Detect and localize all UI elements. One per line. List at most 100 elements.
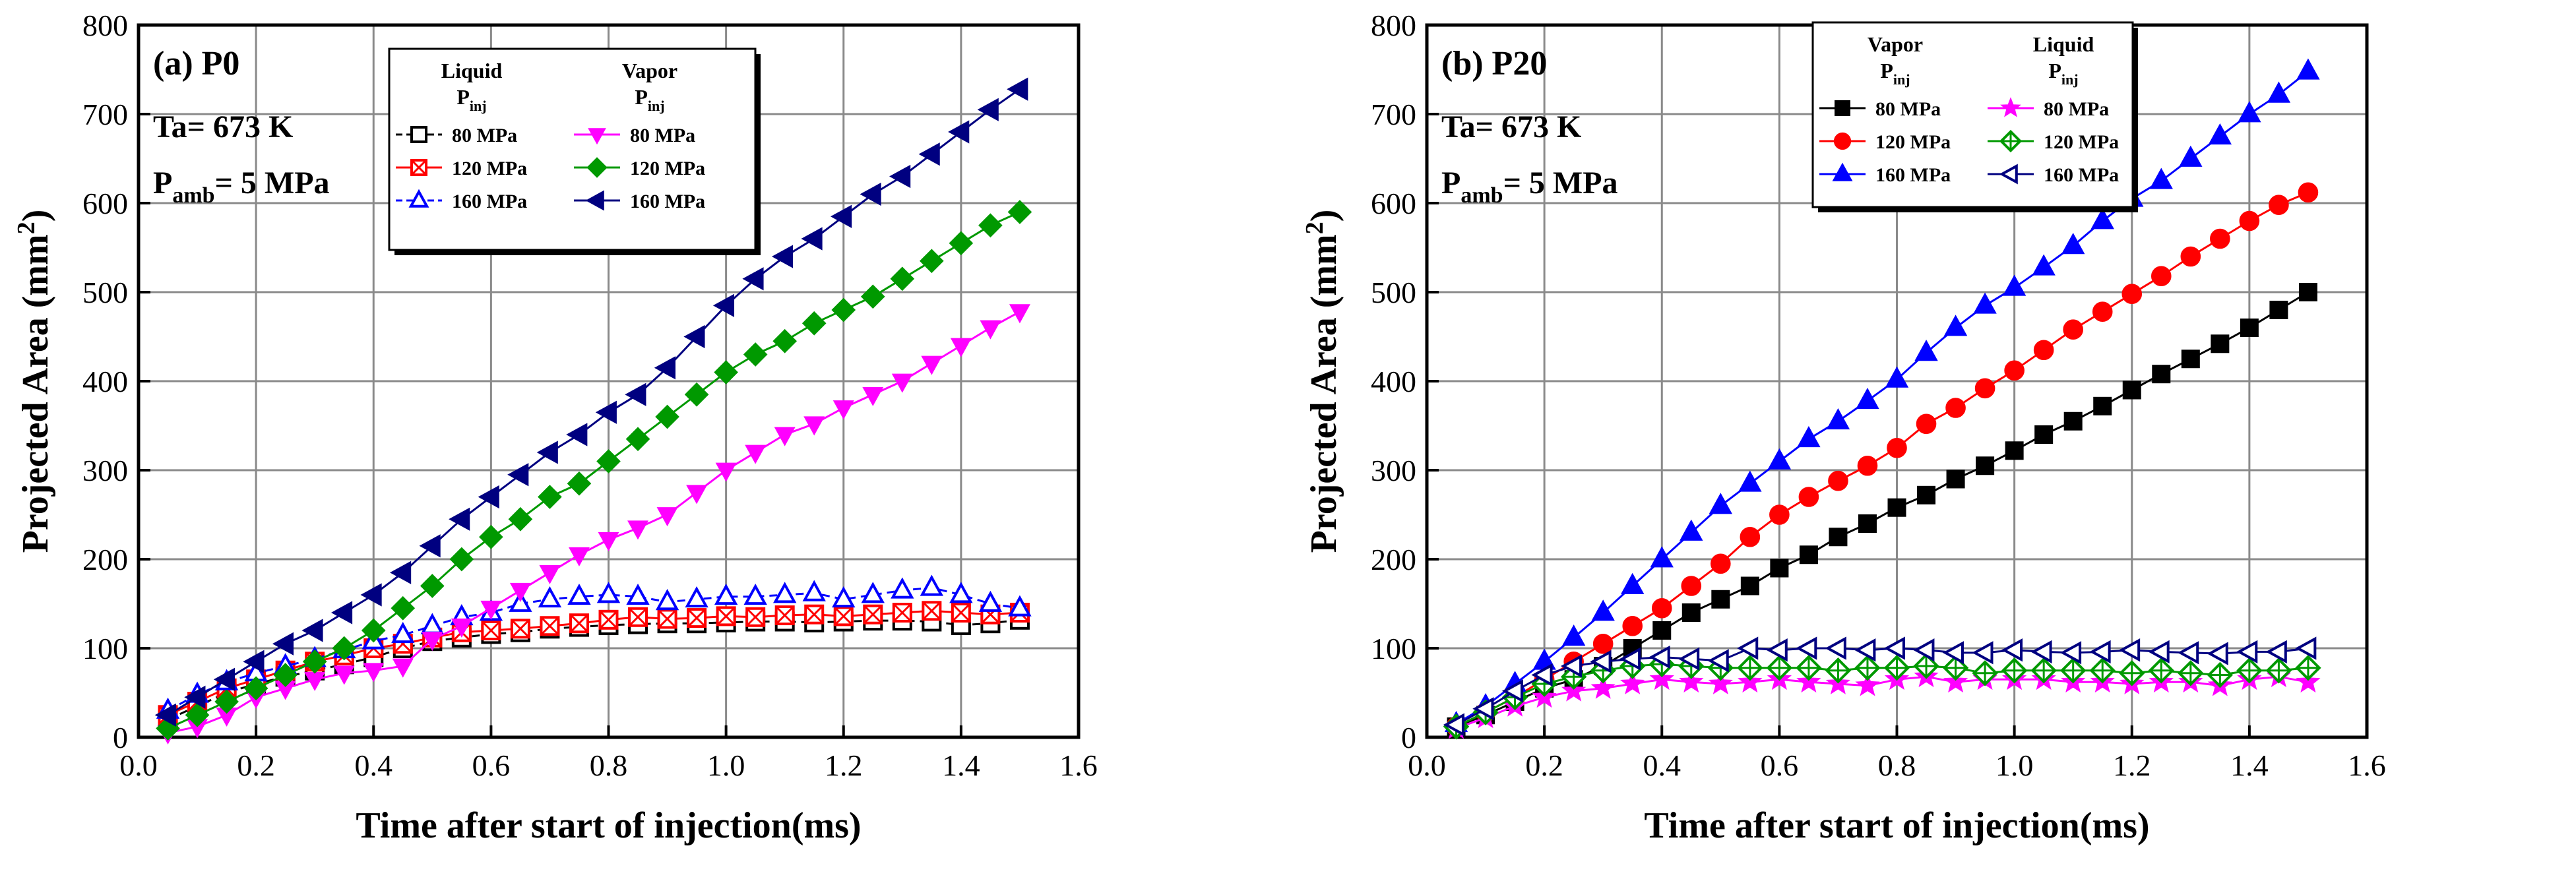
legend-marker: [1999, 164, 2018, 185]
data-point: [918, 142, 940, 166]
data-point: [2210, 228, 2230, 249]
data-point: [889, 164, 911, 189]
data-point: [687, 608, 707, 628]
data-point: [2269, 301, 2288, 319]
y-tick-label: 300: [1371, 454, 1416, 487]
data-point: [1680, 519, 1703, 541]
data-point: [332, 636, 357, 661]
data-point: [2298, 182, 2319, 203]
data-point: [1825, 657, 1852, 684]
data-point: [802, 580, 826, 601]
legend-box: [388, 47, 757, 251]
legend-marker: [585, 190, 604, 211]
data-point: [948, 120, 970, 144]
data-point: [2005, 441, 2024, 460]
data-point: [1531, 663, 1553, 687]
data-point: [508, 506, 533, 532]
data-point: [1854, 654, 1881, 681]
legend-marker: [410, 159, 427, 176]
data-point: [1678, 647, 1700, 671]
data-point: [1829, 528, 1848, 547]
data-point: [1738, 470, 1762, 492]
y-axis-title: Projected Area (mm2): [1301, 210, 1344, 553]
data-point: [628, 607, 648, 627]
data-point: [2151, 266, 2172, 287]
data-point: [2001, 657, 2028, 684]
data-point: [1855, 673, 1880, 696]
pressure-annotation: Pamb= 5 MPa: [153, 166, 330, 208]
data-point: [1737, 636, 1759, 660]
data-point: [1711, 553, 1731, 574]
data-point: [1711, 590, 1730, 609]
data-point: [860, 284, 885, 309]
data-point: [1972, 641, 1994, 665]
data-point: [2002, 274, 2026, 296]
data-point: [1883, 636, 1905, 660]
data-point: [1709, 493, 1732, 514]
x-tick-label: 0.2: [1525, 748, 1563, 782]
y-tick-label: 0: [113, 721, 128, 754]
legend-marker: [410, 126, 427, 143]
data-point: [598, 532, 619, 551]
data-point: [2295, 636, 2317, 660]
data-point: [772, 328, 798, 353]
data-point: [449, 547, 474, 572]
data-point: [2178, 660, 2204, 687]
data-point: [921, 355, 943, 375]
data-point: [803, 416, 825, 436]
y-tick-label: 800: [1371, 9, 1416, 42]
legend-label: 120 MPa: [452, 158, 527, 179]
data-point: [1796, 669, 1821, 693]
data-point: [536, 441, 558, 464]
data-point: [2295, 654, 2321, 681]
data-point: [1621, 572, 1645, 594]
legend-group-subheader: Pinj: [1880, 59, 1910, 88]
data-point: [801, 311, 827, 336]
data-point: [1650, 546, 1674, 568]
data-point: [862, 386, 884, 406]
data-point: [1825, 636, 1846, 660]
data-point: [391, 595, 416, 621]
data-point: [539, 565, 561, 584]
chart-panel-b: 0.0 0.2 0.4 0.6 0.8 1.0 1.2 1.4 1.6 0 100 200 300 400…: [1301, 9, 2386, 846]
data-point: [538, 586, 562, 608]
data-point: [1913, 638, 1935, 662]
x-tick-label: 1.0: [707, 748, 745, 782]
data-point: [2034, 425, 2054, 444]
y-axis-title: Projected Area (mm2): [13, 210, 56, 553]
data-point: [2181, 350, 2200, 369]
data-point: [771, 245, 794, 268]
data-point: [1501, 679, 1523, 703]
data-point: [2063, 319, 2083, 340]
y-tick-label: 100: [1371, 632, 1416, 665]
data-point: [2208, 123, 2232, 145]
data-point: [185, 702, 210, 727]
data-point: [1857, 455, 1878, 476]
data-point: [2207, 661, 2234, 688]
data-point: [2236, 640, 2258, 664]
series-vapor-120-mpa: [156, 200, 1032, 741]
data-point: [301, 619, 323, 642]
data-point: [2179, 145, 2203, 167]
data-point: [685, 586, 708, 608]
data-point: [333, 665, 355, 685]
data-point: [1942, 641, 1964, 665]
data-point: [2211, 334, 2230, 353]
data-point: [716, 606, 736, 626]
data-point: [891, 373, 913, 393]
data-point: [2122, 381, 2141, 400]
data-point: [1008, 595, 1032, 617]
series-liquid-120-mpa: [1443, 651, 2321, 740]
y-tick-label: 400: [1371, 365, 1416, 398]
data-point: [627, 520, 649, 540]
chart-panel-a: 0.0 0.2 0.4 0.6 0.8 1.0 1.2 1.4 1.6 0 100 200 300 400…: [13, 9, 1098, 846]
data-point: [361, 618, 386, 643]
x-tick-label: 1.2: [825, 748, 863, 782]
legend-group-subheader: Pinj: [456, 85, 486, 114]
temperature-annotation: Ta= 673 K: [153, 109, 293, 144]
legend-label: 120 MPa: [2044, 131, 2119, 153]
data-point: [1883, 654, 1910, 681]
x-tick-label: 1.0: [1995, 748, 2034, 782]
data-point: [569, 613, 589, 634]
x-tick-label: 1.4: [2230, 748, 2269, 782]
